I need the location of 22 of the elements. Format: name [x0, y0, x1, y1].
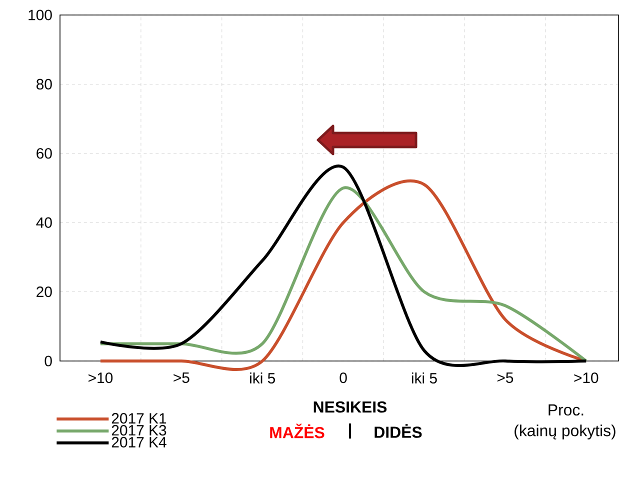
y-tick-label: 80	[36, 78, 52, 90]
x-tick-label: 0	[340, 372, 347, 384]
text: DIDĖS	[374, 424, 422, 438]
x-tick-label: >10	[574, 372, 598, 384]
x-tick-label: >10	[88, 372, 113, 384]
x-tick-label: >5	[174, 372, 190, 383]
legend-label: 2017 K3	[112, 424, 166, 436]
y-tick-label: 40	[36, 217, 52, 228]
text: Proc.	[548, 404, 584, 416]
text: |	[348, 423, 352, 439]
text: (kainų pokytis)	[514, 424, 616, 440]
y-tick-label: 100	[28, 10, 52, 20]
text: MAŽĖS	[270, 424, 324, 438]
x-tick-label: iki 5	[412, 372, 437, 384]
y-tick-label: 0	[44, 356, 52, 366]
legend-label: 2017 K1	[112, 413, 166, 424]
legend-label: 2017 K4	[112, 436, 166, 448]
y-tick-label: 20	[36, 286, 52, 298]
y-tick-label: 60	[36, 148, 52, 159]
x-tick-label: iki 5	[250, 372, 276, 384]
text: NESIKEIS	[314, 401, 387, 413]
x-tick-label: >5	[497, 372, 514, 383]
